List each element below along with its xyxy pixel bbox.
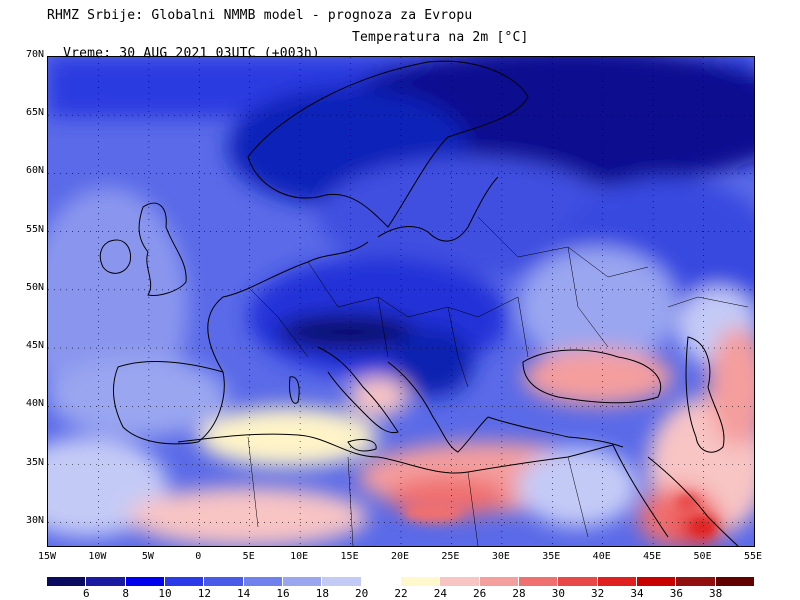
temperature-shading bbox=[48, 57, 754, 546]
longitude-label: 20E bbox=[390, 551, 410, 562]
latitude-label: 45N bbox=[25, 340, 44, 352]
longitude-label: 45E bbox=[643, 551, 662, 562]
longitude-label: 35E bbox=[542, 551, 561, 562]
legend-label: 14 bbox=[237, 587, 251, 600]
legend-label: 12 bbox=[197, 587, 211, 600]
legend-swatch bbox=[204, 577, 243, 586]
graticule bbox=[48, 57, 754, 546]
legend-label: 8 bbox=[122, 587, 129, 600]
latitude-label: 55N bbox=[25, 223, 44, 235]
longitude-label: 25E bbox=[441, 551, 460, 562]
legend-swatch bbox=[597, 577, 636, 586]
map-canvas bbox=[48, 57, 754, 546]
longitude-label: 50E bbox=[693, 551, 712, 562]
legend-label: 16 bbox=[276, 587, 290, 600]
legend-label: 10 bbox=[158, 587, 172, 600]
legend-label: 38 bbox=[709, 587, 723, 600]
legend-swatch bbox=[86, 577, 125, 586]
longitude-label: 10W bbox=[88, 551, 107, 562]
longitude-label: 30E bbox=[491, 551, 510, 562]
legend-swatch bbox=[637, 577, 676, 586]
latitude-label: 65N bbox=[25, 107, 44, 119]
legend-swatch bbox=[322, 577, 361, 586]
color-legend bbox=[47, 577, 755, 586]
legend-label: 34 bbox=[630, 587, 644, 600]
variable-label: Temperatura na 2m [°C] bbox=[352, 30, 529, 45]
legend-swatch bbox=[47, 577, 86, 586]
longitude-label: 0 bbox=[195, 551, 202, 562]
legend-swatch bbox=[479, 577, 518, 586]
legend-label: 28 bbox=[512, 587, 526, 600]
legend-label: 26 bbox=[473, 587, 487, 600]
legend-label: 36 bbox=[669, 587, 683, 600]
temperature-map[interactable] bbox=[47, 56, 755, 547]
longitude-label: 15W bbox=[37, 551, 57, 562]
legend-label: 6 bbox=[83, 587, 90, 600]
latitude-label: 70N bbox=[25, 49, 44, 60]
longitude-label: 5E bbox=[242, 551, 255, 562]
latitude-label: 35N bbox=[25, 456, 44, 468]
coastlines bbox=[99, 60, 739, 546]
legend-label: 32 bbox=[591, 587, 605, 600]
legend-swatch bbox=[558, 577, 597, 586]
legend-swatch bbox=[361, 577, 400, 586]
legend-swatch bbox=[676, 577, 715, 586]
legend-swatch bbox=[401, 577, 440, 586]
temperature-hotspots bbox=[403, 494, 717, 537]
legend-swatch bbox=[519, 577, 558, 586]
legend-swatch bbox=[165, 577, 204, 586]
legend-label: 18 bbox=[315, 587, 329, 600]
longitude-label: 55E bbox=[743, 551, 763, 562]
longitude-label: 10E bbox=[290, 551, 309, 562]
legend-label: 30 bbox=[551, 587, 565, 600]
legend-label: 22 bbox=[394, 587, 408, 600]
latitude-label: 60N bbox=[25, 165, 44, 177]
legend-swatch bbox=[243, 577, 282, 586]
map-title: RHMZ Srbije: Globalni NMMB model - progn… bbox=[47, 8, 473, 23]
latitude-label: 30N bbox=[25, 514, 44, 526]
legend-swatch bbox=[715, 577, 754, 586]
latitude-label: 40N bbox=[25, 398, 44, 410]
legend-swatch bbox=[125, 577, 164, 586]
country-borders bbox=[247, 216, 749, 546]
legend-swatch bbox=[283, 577, 322, 586]
legend-label: 24 bbox=[433, 587, 447, 600]
longitude-label: 40E bbox=[592, 551, 611, 562]
legend-swatch bbox=[440, 577, 479, 586]
longitude-label: 15E bbox=[340, 551, 359, 562]
latitude-label: 50N bbox=[25, 281, 44, 293]
legend-label: 20 bbox=[355, 587, 369, 600]
longitude-label: 5W bbox=[141, 551, 154, 562]
